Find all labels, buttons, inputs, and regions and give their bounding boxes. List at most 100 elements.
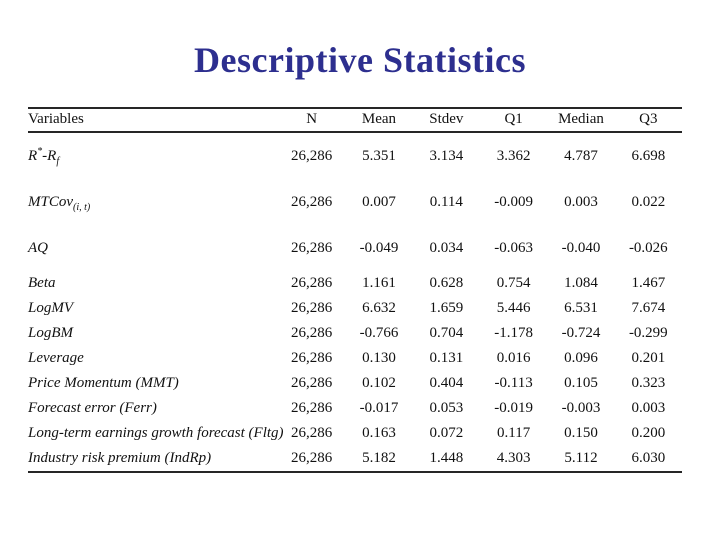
cell-n: 26,286 [291, 375, 333, 391]
cell-q3: 0.022 [631, 193, 666, 210]
cell-mean: 5.182 [362, 450, 396, 466]
cell-q1: -0.063 [494, 239, 534, 256]
cell-mean: -0.049 [359, 239, 399, 256]
cell-q3: 0.323 [631, 375, 666, 391]
table-row: R*-Rf 26,286 5.351 3.134 3.362 4.787 6.698 [28, 132, 682, 179]
cell-n: 26,286 [291, 325, 333, 341]
table-body: R*-Rf 26,286 5.351 3.134 3.362 4.787 6.698 MTCo… [28, 132, 682, 472]
cell-stdev: 3.134 [429, 147, 464, 164]
cell-median: 0.096 [564, 350, 598, 366]
cell-stdev: 1.448 [429, 450, 464, 466]
cell-q1: -0.009 [494, 193, 534, 210]
descriptive-statistics-table: Variables N Mean Stdev Q1 Median Q3 R*-Rf 26,28… [28, 107, 682, 473]
cell-median: 0.105 [564, 375, 598, 391]
column-header-stdev: Stdev [429, 111, 464, 127]
column-header-q3: Q3 [639, 111, 658, 127]
cell-median: 0.150 [564, 425, 598, 441]
cell-q3: 0.201 [631, 350, 666, 366]
table-row: AQ 26,286 -0.049 0.034 -0.063 -0.040 -0.026 [28, 225, 682, 271]
cell-q3: 0.200 [631, 425, 666, 441]
cell-q3: 6.698 [631, 147, 666, 164]
cell-n: 26,286 [291, 275, 333, 291]
variable-label: Long-term earnings growth forecast (Fltg… [28, 425, 284, 441]
cell-stdev: 0.072 [429, 425, 464, 441]
cell-n: 26,286 [291, 425, 333, 441]
cell-median: -0.003 [561, 400, 601, 416]
variable-label: Forecast error (Ferr) [28, 400, 157, 416]
table-header: Variables N Mean Stdev Q1 Median Q3 [28, 108, 682, 132]
cell-stdev: 1.659 [429, 300, 464, 316]
cell-q1: -0.019 [494, 400, 534, 416]
variable-label: LogBM [28, 325, 73, 341]
cell-median: 6.531 [564, 300, 598, 316]
cell-q1: -1.178 [494, 325, 534, 341]
cell-q1: 0.016 [496, 350, 531, 366]
cell-median: 1.084 [564, 275, 598, 291]
table-row: Forecast error (Ferr) 26,286 -0.017 0.053 -0… [28, 396, 682, 421]
table-row: Long-term earnings growth forecast (Fltg… [28, 421, 682, 446]
cell-stdev: 0.053 [429, 400, 464, 416]
cell-n: 26,286 [291, 239, 333, 256]
variable-label: MTCov(i, t) [28, 193, 91, 213]
cell-mean: 0.102 [362, 375, 396, 391]
column-header-mean: Mean [361, 111, 397, 127]
statistics-table-container: Variables N Mean Stdev Q1 Median Q3 R*-Rf 26,28… [28, 107, 682, 473]
cell-n: 26,286 [291, 300, 333, 316]
variable-label: Price Momentum (MMT) [28, 375, 179, 391]
cell-mean: 5.351 [362, 147, 396, 164]
table-row: MTCov(i, t) 26,286 0.007 0.114 -0.009 0.003 0.… [28, 179, 682, 225]
cell-stdev: 0.131 [429, 350, 464, 366]
cell-stdev: 0.628 [429, 275, 464, 291]
cell-mean: 0.163 [362, 425, 396, 441]
cell-q3: 0.003 [631, 400, 666, 416]
cell-median: 0.003 [564, 193, 598, 210]
cell-q3: -0.299 [628, 325, 668, 341]
table-row: Price Momentum (MMT) 26,286 0.102 0.404 -0.1… [28, 371, 682, 396]
column-header-n: N [306, 111, 318, 127]
table-row: Beta 26,286 1.161 0.628 0.754 1.084 1.467 [28, 271, 682, 296]
cell-q1: -0.113 [494, 375, 533, 391]
table-row: Leverage 26,286 0.130 0.131 0.016 0.096 0.201 [28, 346, 682, 371]
cell-q1: 5.446 [496, 300, 531, 316]
cell-median: 4.787 [564, 147, 598, 164]
cell-stdev: 0.114 [429, 193, 463, 210]
column-header-variables: Variables [28, 111, 84, 127]
table-row: LogMV 26,286 6.632 1.659 5.446 6.531 7.674 [28, 296, 682, 321]
cell-stdev: 0.034 [429, 239, 464, 256]
cell-q1: 0.754 [496, 275, 531, 291]
cell-q1: 0.117 [497, 425, 531, 441]
cell-stdev: 0.704 [429, 325, 464, 341]
cell-median: 5.112 [564, 450, 598, 466]
cell-median: -0.040 [561, 239, 601, 256]
table-row: LogBM 26,286 -0.766 0.704 -1.178 -0.724 -0.299 [28, 321, 682, 346]
table-row: Industry risk premium (IndRp) 26,286 5.182… [28, 446, 682, 472]
cell-median: -0.724 [561, 325, 601, 341]
cell-stdev: 0.404 [429, 375, 464, 391]
variable-label: AQ [28, 239, 48, 256]
cell-mean: -0.017 [359, 400, 399, 416]
variable-label: R*-Rf [28, 145, 60, 167]
cell-mean: 0.130 [362, 350, 396, 366]
cell-mean: 0.007 [362, 193, 396, 210]
cell-n: 26,286 [291, 400, 333, 416]
cell-q3: -0.026 [628, 239, 668, 256]
cell-n: 26,286 [291, 193, 333, 210]
column-header-median: Median [558, 111, 604, 127]
variable-label: Industry risk premium (IndRp) [28, 450, 212, 466]
cell-q3: 6.030 [631, 450, 666, 466]
column-header-q1: Q1 [504, 111, 523, 127]
cell-n: 26,286 [291, 147, 333, 164]
cell-n: 26,286 [291, 450, 333, 466]
cell-q1: 3.362 [496, 147, 531, 164]
cell-mean: -0.766 [359, 325, 399, 341]
variable-label: LogMV [28, 300, 73, 316]
cell-q3: 7.674 [631, 300, 666, 316]
table-header-row: Variables N Mean Stdev Q1 Median Q3 [28, 108, 682, 132]
cell-mean: 1.161 [362, 275, 396, 291]
cell-mean: 6.632 [362, 300, 396, 316]
slide-title: Descriptive Statistics [194, 40, 526, 80]
variable-label: Beta [28, 275, 56, 291]
cell-q3: 1.467 [631, 275, 666, 291]
variable-label: Leverage [28, 350, 84, 366]
